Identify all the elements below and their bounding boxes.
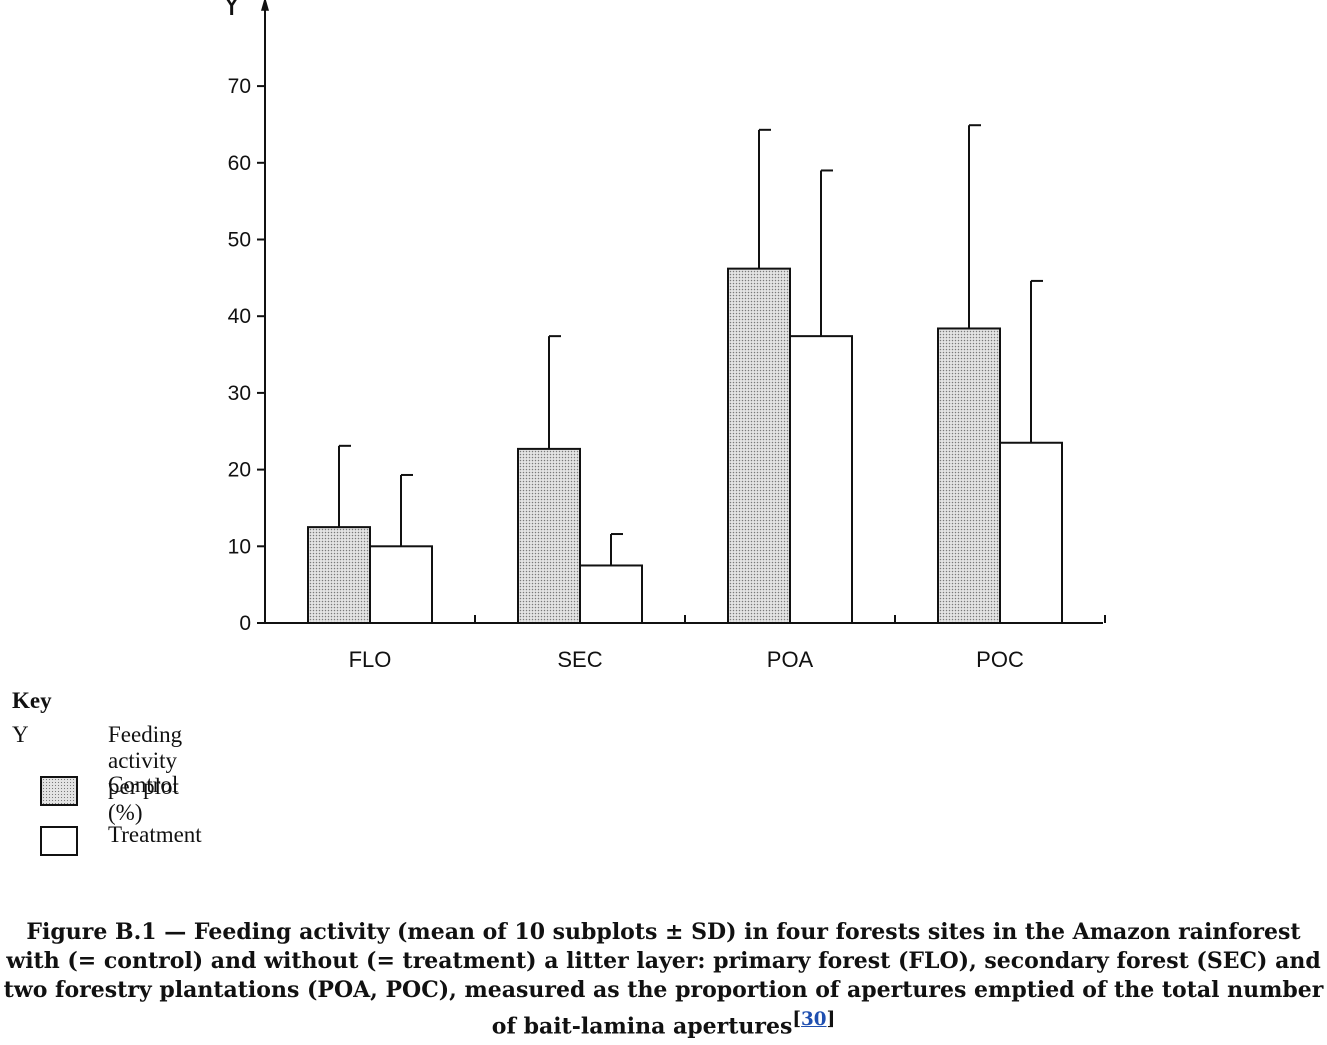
y-tick-label: 40 [228, 305, 251, 328]
y-tick-label: 0 [239, 612, 251, 635]
y-axis-arrow [261, 0, 269, 11]
key: Key Y Feeding activity per plot (%) Cont… [12, 688, 202, 872]
x-category-label: FLO [349, 647, 392, 672]
key-symbol-y: Y [12, 722, 29, 747]
treatment-swatch [40, 826, 78, 856]
y-tick-label: 30 [228, 382, 251, 405]
bar-control-sec [517, 447, 581, 624]
caption-text: Figure B.1 — Feeding activity (mean of 1… [3, 919, 1324, 1040]
key-row-control: Control [12, 772, 178, 822]
x-category-label: POC [976, 647, 1024, 672]
key-row-y: Y Feeding activity per plot (%) [12, 722, 182, 825]
key-row-treatment: Treatment [12, 822, 202, 872]
y-tick-label: 20 [228, 459, 251, 482]
bar-control-poc [937, 327, 1001, 624]
y-tick-label: 50 [228, 229, 251, 252]
y-tick-label: 60 [228, 152, 251, 175]
y-tick-label: 70 [228, 75, 251, 98]
key-label-y: Feeding activity per plot (%) [108, 722, 183, 825]
reference-link[interactable]: 30 [801, 1009, 827, 1030]
key-title: Key [12, 688, 52, 713]
bar-treatment-poc [999, 441, 1063, 624]
figure-caption: Figure B.1 — Feeding activity (mean of 1… [3, 919, 1324, 1040]
x-category-label: SEC [557, 647, 602, 672]
y-tick-label: 10 [228, 535, 251, 558]
control-swatch [40, 776, 78, 806]
key-label-control: Control [108, 772, 179, 797]
bar-control-poa [727, 267, 791, 624]
y-axis-letter: Y [221, 0, 242, 22]
bar-chart: Y 0 10 20 30 40 50 60 70 FLO SEC POA POC [221, 0, 1106, 672]
bar-treatment-flo [369, 545, 433, 624]
bar-control-flo [307, 526, 371, 624]
key-label-treatment: Treatment [108, 822, 202, 847]
x-category-label: POA [767, 647, 814, 672]
bar-treatment-poa [789, 335, 853, 624]
bar-treatment-sec [579, 564, 643, 624]
